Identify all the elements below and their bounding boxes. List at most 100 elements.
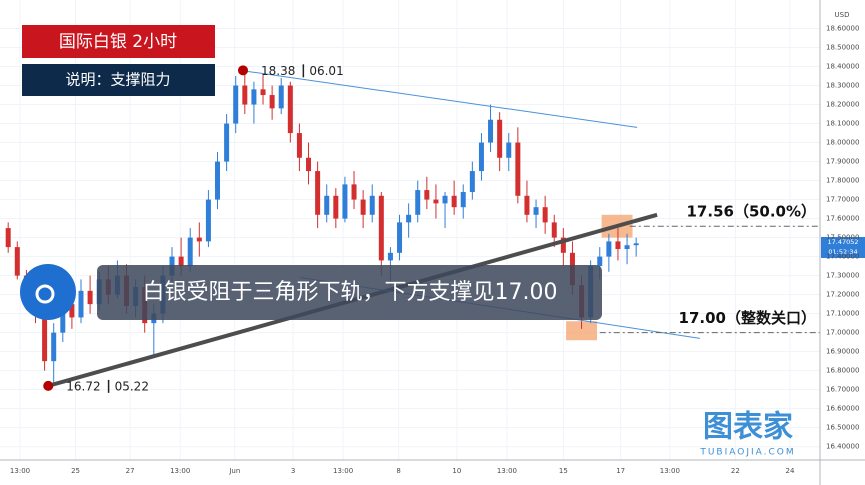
candle-body <box>306 157 312 172</box>
y-tick-label: 18.20000 <box>826 101 859 109</box>
candle-body <box>351 184 357 200</box>
countdown: 01:52:34 <box>828 248 857 256</box>
candle-body <box>542 207 548 223</box>
watermark-sub: TUBIAOJIA.COM <box>699 448 795 458</box>
candle-body <box>260 89 266 96</box>
candle-body <box>551 222 557 238</box>
zone <box>566 321 598 341</box>
y-tick-label: 18.10000 <box>826 120 859 128</box>
y-tick-label: 17.50000 <box>826 234 859 242</box>
y-tick-label: 16.70000 <box>826 386 859 394</box>
y-tick-label: 17.70000 <box>826 196 859 204</box>
candle-body <box>597 256 603 267</box>
pivot-price: 18.38 <box>261 64 295 78</box>
candle-body <box>406 214 412 223</box>
x-tick-label: 13:00 <box>170 467 190 475</box>
candle-body <box>533 207 539 215</box>
y-tick-label: 18.50000 <box>826 44 859 52</box>
candle-body <box>215 161 221 200</box>
y-tick-label: 18.40000 <box>826 63 859 71</box>
pivot-date: 06.01 <box>309 64 343 78</box>
candle-body <box>478 142 484 172</box>
candle-body <box>433 199 439 204</box>
candle-body <box>497 119 503 158</box>
candle-body <box>205 199 211 242</box>
candle-body <box>424 190 430 200</box>
level-label: 17.56（50.0%） <box>687 203 817 221</box>
candle-body <box>251 89 257 105</box>
x-tick-label: 13:00 <box>497 467 517 475</box>
candle-body <box>60 304 66 333</box>
x-tick-label: 13:00 <box>660 467 680 475</box>
candle-body <box>42 313 48 362</box>
pivot-price: 16.72 <box>66 379 100 393</box>
candle-body <box>315 171 321 215</box>
candle-body <box>324 195 330 215</box>
x-tick-label: 15 <box>559 467 568 475</box>
candle-body <box>397 222 403 253</box>
y-tick-label: 16.50000 <box>826 424 859 432</box>
logo-icon <box>20 264 76 320</box>
pivot-marker <box>43 380 54 391</box>
y-tick-label: 17.20000 <box>826 291 859 299</box>
x-tick-label: 27 <box>126 467 135 475</box>
candle-body <box>14 247 20 276</box>
candle-body <box>633 243 639 246</box>
y-tick-label: 17.90000 <box>826 158 859 166</box>
annotation-box <box>97 265 602 320</box>
y-tick-label: 17.10000 <box>826 310 859 318</box>
candle-body <box>515 142 521 196</box>
candle-body <box>51 332 57 362</box>
trendline <box>240 69 638 128</box>
y-tick-label: 17.30000 <box>826 272 859 280</box>
candle-body <box>506 142 512 158</box>
watermark: 图表家 <box>703 410 793 445</box>
y-tick-label: 18.60000 <box>826 25 859 33</box>
subtitle-box <box>22 64 215 96</box>
pivot-marker <box>237 65 248 76</box>
candle-body <box>442 195 448 204</box>
candle-body <box>242 85 248 105</box>
title-box <box>22 25 215 58</box>
candle-body <box>369 195 375 215</box>
x-tick-label: 17 <box>616 467 625 475</box>
candle-body <box>5 228 11 248</box>
x-tick-label: 25 <box>71 467 80 475</box>
y-tick-label: 17.60000 <box>826 215 859 223</box>
x-tick-label: 13:00 <box>10 467 30 475</box>
candle-body <box>488 119 494 143</box>
candle-body <box>624 245 630 250</box>
y-tick-label: 16.40000 <box>826 443 859 451</box>
y-tick-label: 16.80000 <box>826 367 859 375</box>
candle-body <box>78 290 84 318</box>
candle-body <box>615 241 621 250</box>
candle-body <box>269 95 275 109</box>
y-tick-label: 18.00000 <box>826 139 859 147</box>
x-tick-label: 13:00 <box>333 467 353 475</box>
pivot-date: 05.22 <box>115 379 149 393</box>
x-tick-label: 22 <box>731 467 740 475</box>
candle-body <box>187 237 193 267</box>
chart-title: 国际白银 2小时 <box>59 32 177 52</box>
x-tick-label: 3 <box>291 467 295 475</box>
candle-body <box>524 195 530 215</box>
x-tick-label: Jun <box>228 467 240 475</box>
candle-body <box>333 195 339 219</box>
candle-body <box>224 123 230 162</box>
candle-body <box>560 237 566 253</box>
candle-body <box>69 304 75 318</box>
y-tick-label: 16.60000 <box>826 405 859 413</box>
candle-body <box>387 252 393 261</box>
candle-body <box>460 191 466 208</box>
y-tick-label: 17.00000 <box>826 329 859 337</box>
candle-body <box>278 85 284 109</box>
currency: USD <box>835 11 850 19</box>
candle-body <box>287 85 293 134</box>
candle-body <box>178 256 184 267</box>
last-price: 17.47052 <box>827 238 858 246</box>
subtitle: 说明：支撑阻力 <box>65 71 170 89</box>
candle-body <box>233 85 239 124</box>
x-tick-label: 24 <box>786 467 795 475</box>
y-tick-label: 17.80000 <box>826 177 859 185</box>
candle-body <box>451 195 457 208</box>
